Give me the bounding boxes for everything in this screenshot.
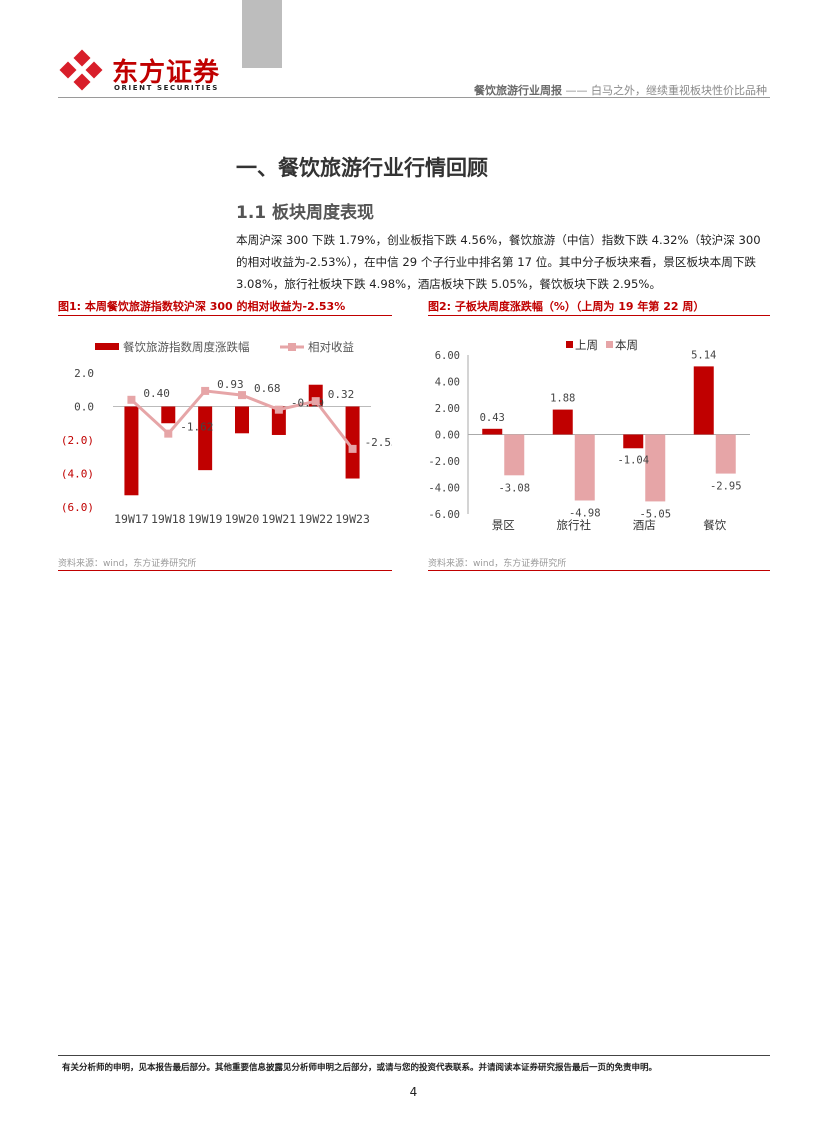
bar-weekly-change xyxy=(198,406,213,471)
y-tick-label: 0.00 xyxy=(435,430,460,442)
data-label: 0.40 xyxy=(143,387,170,400)
legend-swatch-bar xyxy=(95,343,119,350)
figure1-source: 资料来源：wind，东方证券研究所 xyxy=(58,559,197,569)
figure2-title: 图2: 子板块周度涨跌幅（%）（上周为 19 年第 22 周） xyxy=(428,300,705,313)
data-label: -2.53 xyxy=(365,436,392,449)
figure2-bottom-rule xyxy=(428,570,770,571)
x-tick-label: 19W23 xyxy=(335,512,370,526)
bar-weekly-change xyxy=(161,406,176,424)
report-header: 餐饮旅游行业周报 —— 白马之外，继续重视板块性价比品种 xyxy=(474,82,767,98)
header-separator: —— xyxy=(562,84,591,97)
x-tick-label: 酒店 xyxy=(633,518,656,532)
bar-last-week xyxy=(482,428,503,435)
footer-divider xyxy=(58,1055,770,1056)
report-subtitle: 白马之外，继续重视板块性价比品种 xyxy=(591,84,767,97)
data-label-last-week: 5.14 xyxy=(691,349,716,361)
footer-disclaimer: 有关分析师的申明，见本报告最后部分。其他重要信息披露见分析师申明之后部分，或请与… xyxy=(62,1063,658,1073)
bar-weekly-change xyxy=(345,406,360,479)
line-point xyxy=(164,429,173,438)
data-label: -1.62 xyxy=(180,421,213,434)
y-tick-label: 0.0 xyxy=(74,401,94,414)
header-divider xyxy=(58,97,770,98)
logo-text-cn: 东方证券 xyxy=(112,58,221,88)
legend-label-bar: 餐饮旅游指数周度涨跌幅 xyxy=(123,340,250,354)
x-tick-label: 景区 xyxy=(492,518,515,532)
bar-this-week xyxy=(574,434,595,501)
y-tick-label: -6.00 xyxy=(428,509,460,521)
header-gray-tab xyxy=(242,0,282,68)
data-label-this-week: -3.08 xyxy=(498,482,530,494)
data-label-this-week: -2.95 xyxy=(710,481,742,493)
y-tick-label: -4.00 xyxy=(428,483,460,495)
legend-swatch-this-week xyxy=(606,341,613,348)
bar-this-week xyxy=(645,434,666,502)
y-tick-label: -2.00 xyxy=(428,456,460,468)
legend-label-last-week: 上周 xyxy=(575,338,598,352)
y-tick-label: 6.00 xyxy=(435,350,460,362)
line-point xyxy=(348,444,357,453)
legend-label-line: 相对收益 xyxy=(308,340,354,354)
bar-this-week xyxy=(715,434,736,474)
y-tick-label: 2.00 xyxy=(435,403,460,415)
legend-swatch-last-week xyxy=(566,341,573,348)
bar-last-week xyxy=(693,366,714,435)
line-point xyxy=(201,386,210,395)
y-tick-label: 2.0 xyxy=(74,367,94,380)
subsection-title: 1.1 板块周度表现 xyxy=(236,203,375,223)
legend-marker-line xyxy=(288,343,296,351)
bar-last-week xyxy=(552,409,573,435)
figure2-top-rule xyxy=(428,315,770,316)
data-label: 0.68 xyxy=(254,382,281,395)
x-tick-label: 19W20 xyxy=(225,512,260,526)
x-tick-label: 19W21 xyxy=(262,512,297,526)
figure2-chart: 上周 本周 6.00 4.00 2.00 0.00 -2.00 -4.00 -6.00 0.43 -… xyxy=(428,338,750,532)
x-tick-label: 19W18 xyxy=(151,512,186,526)
figure1-top-rule xyxy=(58,315,392,316)
section-title: 一、餐饮旅游行业行情回顾 xyxy=(236,156,488,180)
data-label-this-week: -4.98 xyxy=(569,507,601,519)
line-point xyxy=(311,397,320,406)
y-tick-label: (4.0) xyxy=(61,468,94,481)
y-tick-label: 4.00 xyxy=(435,377,460,389)
y-tick-label: (2.0) xyxy=(61,434,94,447)
x-tick-label: 餐饮 xyxy=(703,518,726,532)
page-number: 4 xyxy=(409,1085,418,1099)
line-point xyxy=(274,405,283,414)
figure1-title: 图1: 本周餐饮旅游指数较沪深 300 的相对收益为-2.53% xyxy=(58,300,346,313)
data-label-last-week: -1.04 xyxy=(617,454,649,466)
data-label: 0.32 xyxy=(328,388,355,401)
x-tick-label: 旅行社 xyxy=(557,518,592,532)
data-label: 0.93 xyxy=(217,378,244,391)
line-point xyxy=(127,395,136,404)
line-point xyxy=(238,391,246,400)
figure1-bottom-rule xyxy=(58,570,392,571)
x-tick-label: 19W17 xyxy=(114,512,149,526)
data-label-last-week: 1.88 xyxy=(550,393,575,405)
bar-weekly-change xyxy=(235,406,249,434)
orient-securities-logo-icon xyxy=(59,49,103,91)
report-name: 餐饮旅游行业周报 xyxy=(474,84,562,97)
data-label-last-week: 0.43 xyxy=(480,412,505,424)
x-tick-label: 19W19 xyxy=(188,512,223,526)
y-tick-label: (6.0) xyxy=(61,501,94,514)
bar-this-week xyxy=(504,434,525,476)
legend-label-this-week: 本周 xyxy=(615,338,638,352)
data-label-this-week: -5.05 xyxy=(639,508,671,520)
x-tick-label: 19W22 xyxy=(298,512,333,526)
bar-last-week xyxy=(623,434,644,449)
body-paragraph: 本周沪深 300 下跌 1.79%，创业板指下跌 4.56%，餐饮旅游（中信）指… xyxy=(236,233,761,291)
logo-text-en: ORIENT SECURITIES xyxy=(114,84,219,92)
figure2-source: 资料来源：wind，东方证券研究所 xyxy=(428,559,567,569)
figure1-chart: 餐饮旅游指数周度涨跌幅 相对收益 2.0 0.0 (2.0) (4.0) (6.0) 19W1… xyxy=(61,340,392,526)
bar-weekly-change xyxy=(124,406,139,496)
